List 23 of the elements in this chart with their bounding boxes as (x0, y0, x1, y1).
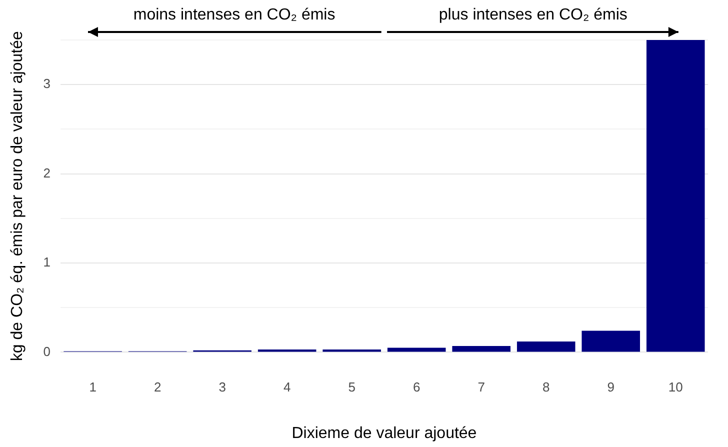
x-tick-label: 6 (412, 380, 420, 395)
x-tick-label: 5 (348, 380, 356, 395)
text: plus intenses en CO₂ émis (438, 6, 628, 24)
x-tick-label: 8 (542, 380, 550, 395)
y-tick-label: 1 (43, 254, 50, 270)
text: moins intenses en CO₂ émis (133, 6, 336, 24)
bar (387, 348, 446, 352)
x-axis-title: Dixieme de valeur ajoutée (292, 424, 477, 442)
x-tick-label: 9 (607, 380, 614, 395)
x-tick-label: 1 (89, 380, 96, 395)
x-tick-label: 10 (668, 380, 683, 395)
x-tick-label: 7 (478, 380, 485, 395)
x-tick-label: 2 (154, 380, 162, 395)
y-tick-label: 2 (43, 165, 50, 180)
bar (646, 40, 705, 352)
y-axis-title: kg de CO₂ éq. émis par euro de valeur ajoutée (9, 31, 26, 362)
bar (452, 346, 510, 352)
bar (582, 330, 640, 352)
bar (516, 341, 576, 352)
y-tick-label: 3 (43, 76, 50, 92)
x-tick-label: 3 (218, 380, 226, 395)
x-tick-label: 4 (283, 380, 291, 395)
y-tick-label: 0 (43, 344, 50, 359)
